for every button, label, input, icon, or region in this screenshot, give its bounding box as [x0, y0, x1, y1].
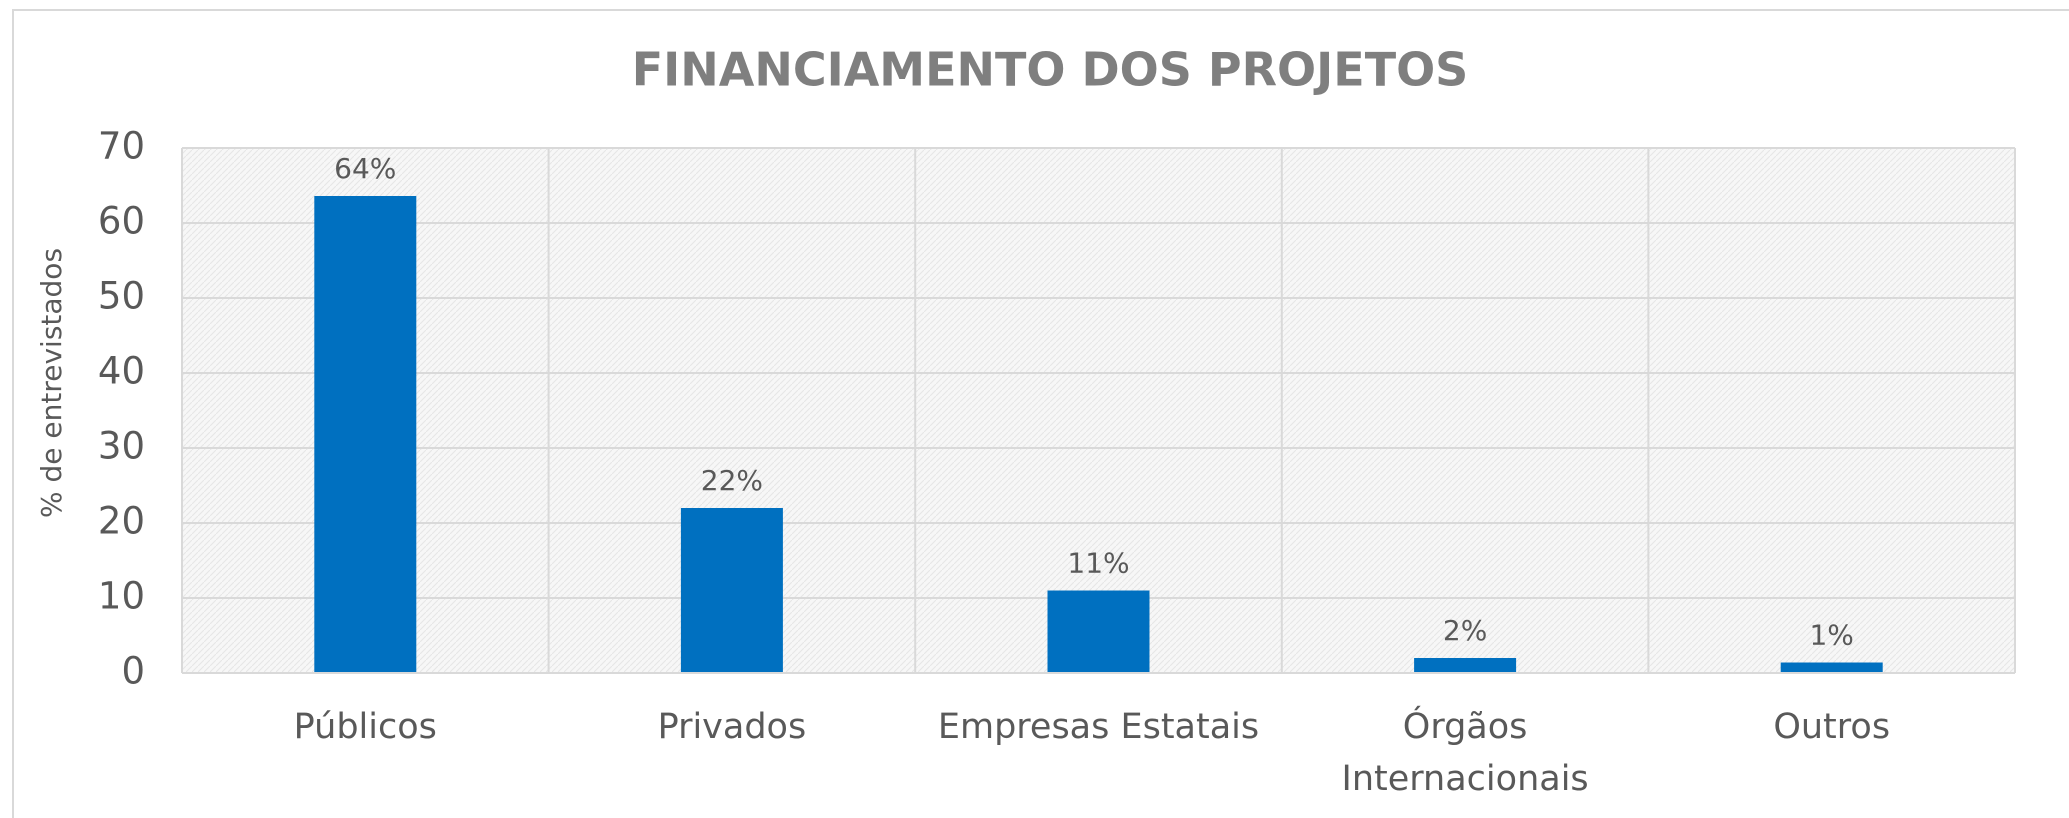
- data-label: 11%: [1067, 547, 1129, 580]
- x-tick-label: Empresas Estatais: [938, 707, 1259, 747]
- x-tick-label: Públicos: [294, 707, 437, 747]
- y-tick-label: 10: [98, 575, 145, 618]
- y-tick-label: 20: [98, 500, 145, 543]
- y-tick-label: 50: [98, 275, 145, 318]
- bar: [1780, 662, 1883, 673]
- data-label: 1%: [1809, 619, 1853, 652]
- chart-title: FINANCIAMENTO DOS PROJETOS: [632, 43, 1469, 97]
- plot-area: [182, 148, 2015, 673]
- data-label: 64%: [334, 152, 396, 185]
- y-tick-label: 0: [121, 650, 145, 693]
- x-tick-label: Órgãos Internacionais: [1342, 705, 1589, 799]
- y-tick-label: 60: [98, 200, 145, 243]
- data-label: 2%: [1443, 614, 1487, 647]
- y-tick-label: 40: [98, 350, 145, 393]
- y-axis-label: % de entrevistados: [35, 248, 68, 518]
- bar: [1414, 658, 1517, 673]
- y-tick-label: 30: [98, 425, 145, 468]
- y-tick-label: 70: [98, 125, 145, 168]
- x-tick-label: Outros: [1773, 707, 1890, 747]
- bar: [314, 196, 417, 673]
- data-label: 22%: [701, 464, 763, 497]
- x-tick-label: Privados: [658, 707, 807, 747]
- bar: [680, 508, 783, 673]
- bar: [1047, 590, 1150, 673]
